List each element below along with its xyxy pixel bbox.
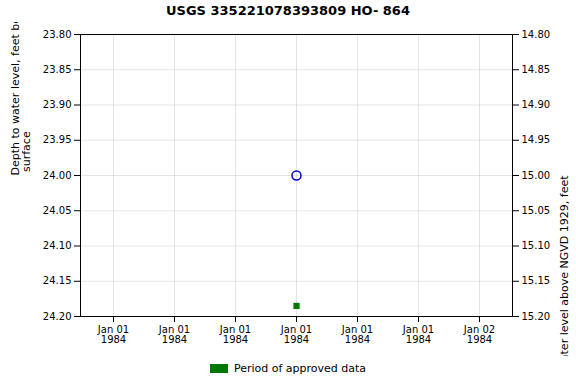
svg-text:Jan 011984: Jan 011984	[97, 324, 129, 345]
svg-text:15.10: 15.10	[522, 240, 551, 251]
html-text:Period of approved data: Period of approved data	[233, 361, 367, 375]
svg-text:15.00: 15.00	[522, 170, 551, 181]
svg-text:15.20: 15.20	[522, 311, 551, 322]
svg-text:23.90: 23.90	[43, 99, 72, 110]
svg-text:Jan 011984: Jan 011984	[341, 324, 373, 345]
svg-text:24.05: 24.05	[43, 205, 72, 216]
svg-text:Groundwater level above NGVD 1: Groundwater level above NGVD 1929, feet	[558, 175, 571, 356]
svg-text:14.80: 14.80	[522, 29, 551, 40]
svg-text:14.95: 14.95	[522, 134, 551, 145]
svg-text:23.95: 23.95	[43, 134, 72, 145]
svg-text:Jan 011984: Jan 011984	[402, 324, 434, 345]
svg-text:24.10: 24.10	[43, 240, 72, 251]
svg-text:23.80: 23.80	[43, 29, 72, 40]
svg-text:Jan 011984: Jan 011984	[158, 324, 190, 345]
svg-text:24.20: 24.20	[43, 311, 72, 322]
svg-text:Jan 011984: Jan 011984	[219, 324, 251, 345]
svg-text:24.15: 24.15	[43, 275, 72, 286]
svg-text:15.05: 15.05	[522, 205, 551, 216]
svg-text:15.15: 15.15	[522, 275, 551, 286]
svg-text:Jan 011984: Jan 011984	[280, 324, 312, 345]
svg-text:Jan 021984: Jan 021984	[463, 324, 495, 345]
svg-text:14.85: 14.85	[522, 64, 551, 75]
svg-text:Depth to water level, feet bel: Depth to water level, feet below land su…	[9, 22, 33, 176]
svg-text:14.90: 14.90	[522, 99, 551, 110]
svg-text:24.00: 24.00	[43, 170, 72, 181]
svg-text:23.85: 23.85	[43, 64, 72, 75]
html-text:USGS 335221078393809 HO- 864: USGS 335221078393809 HO- 864	[166, 3, 410, 18]
